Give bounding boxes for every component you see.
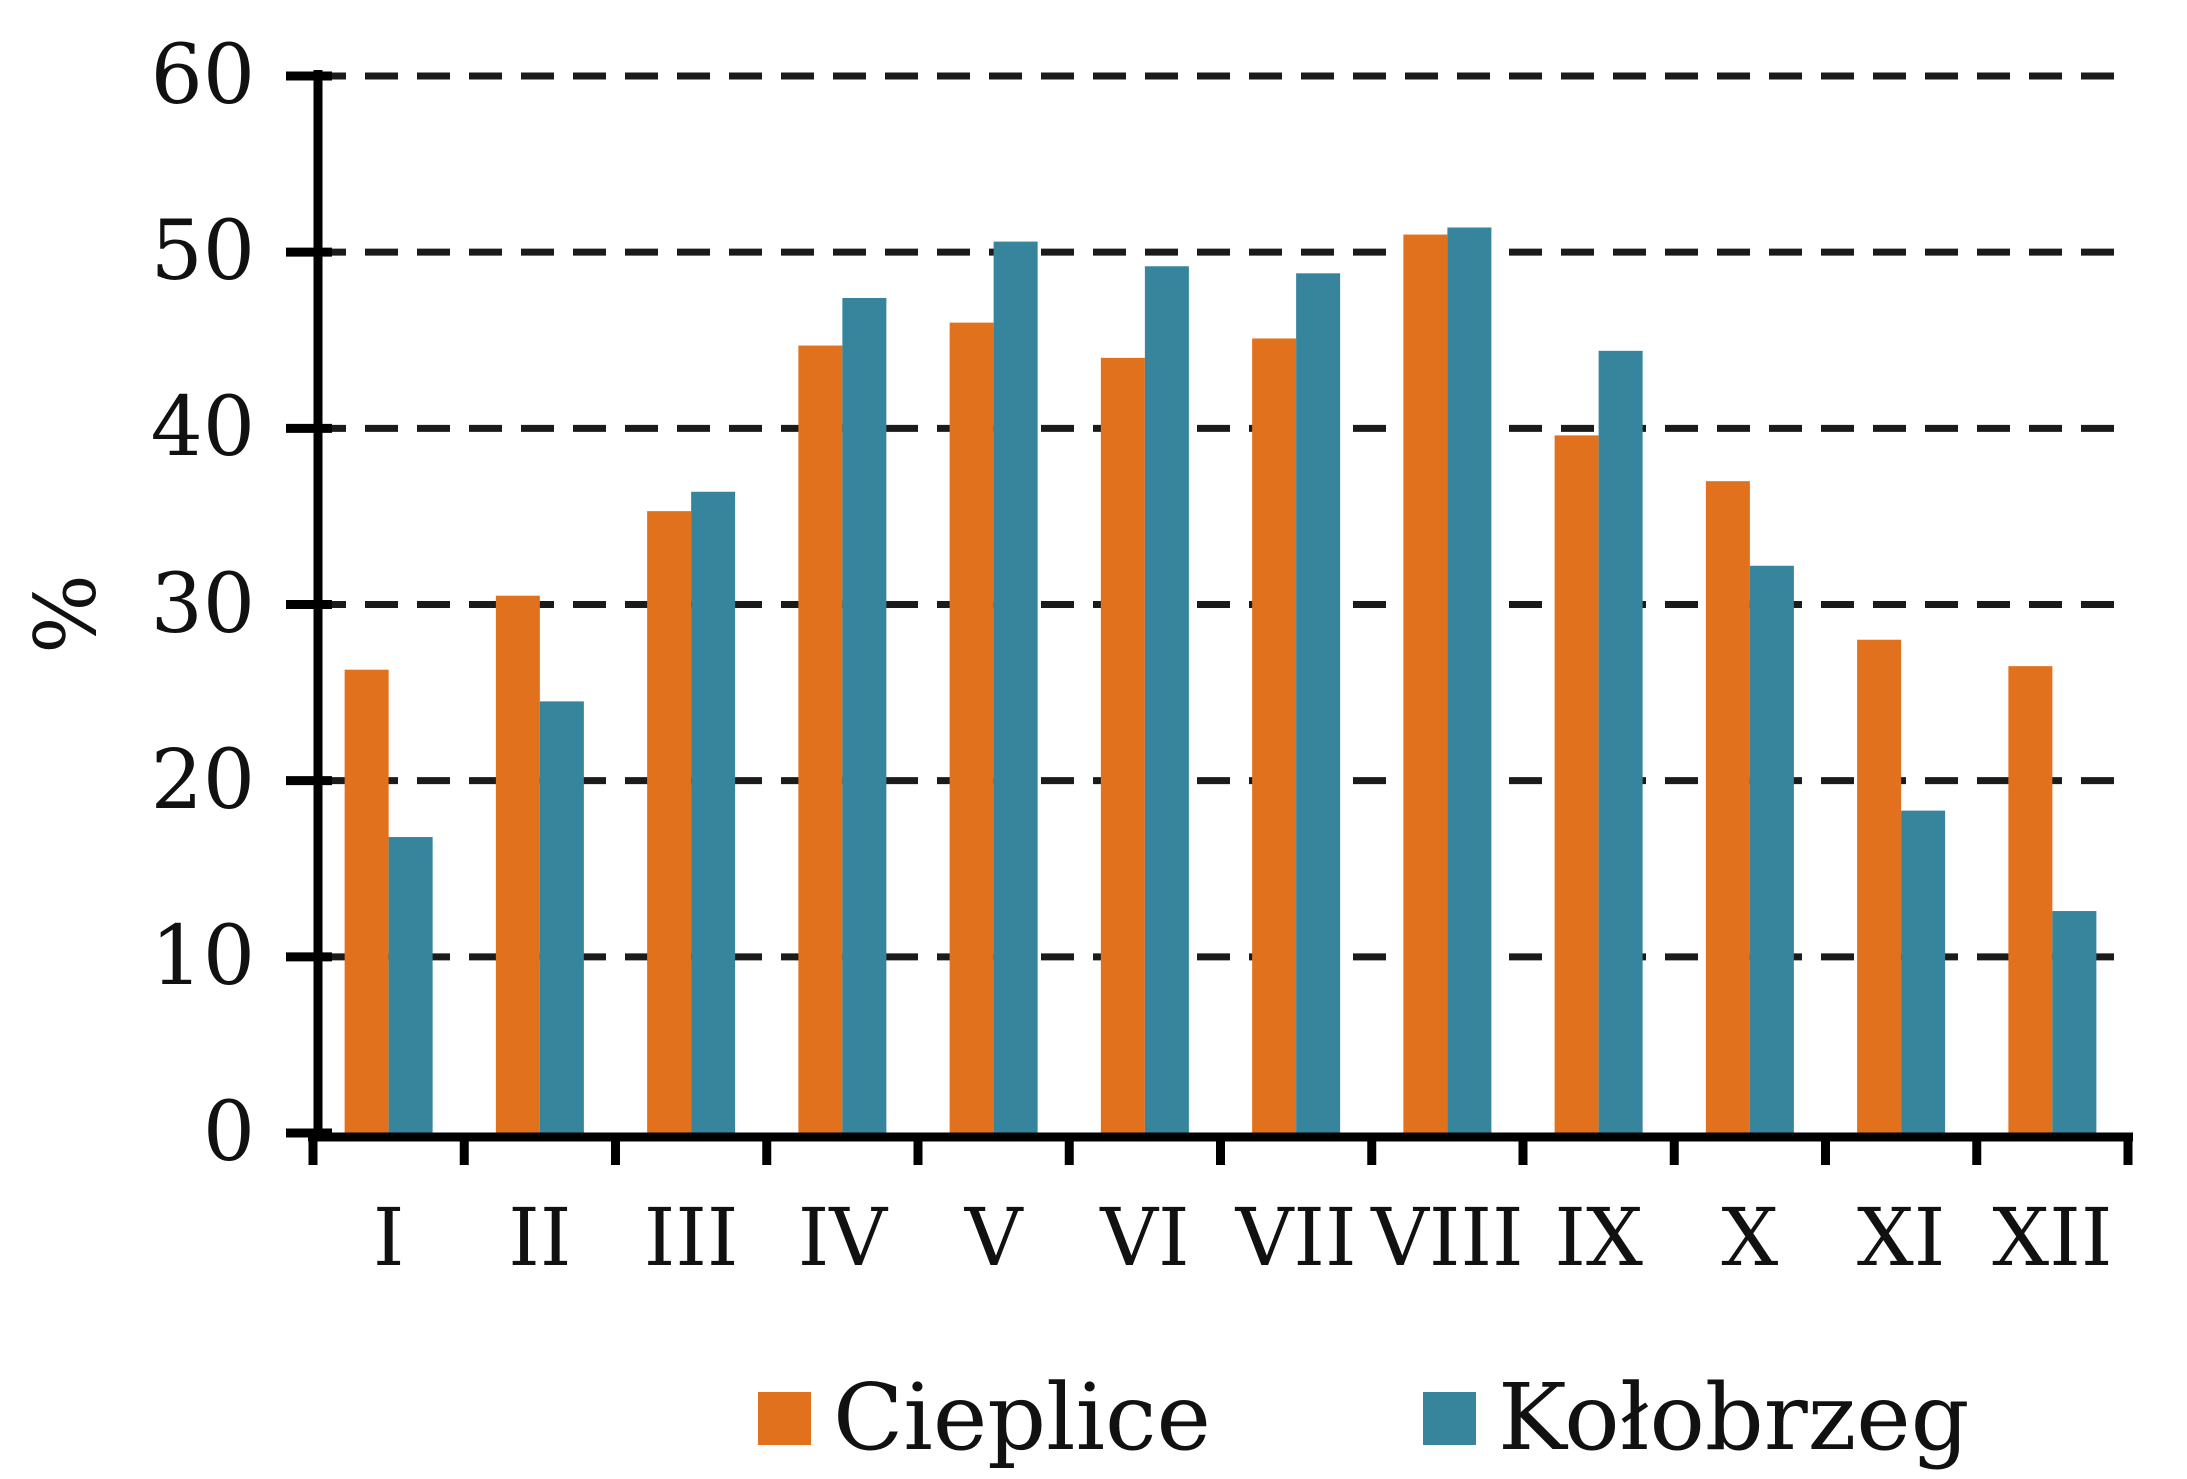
bar-Kołobrzeg-XI bbox=[1901, 810, 1946, 1133]
bar-Kołobrzeg-IV bbox=[842, 297, 887, 1134]
bar-Cieplice-IV bbox=[798, 345, 843, 1133]
x-tick-label-IV: IV bbox=[797, 1191, 888, 1284]
bar-Kołobrzeg-I bbox=[388, 837, 433, 1133]
bar-Cieplice-XII bbox=[2008, 666, 2053, 1133]
bar-Kołobrzeg-III bbox=[691, 491, 736, 1134]
y-tick-label-40: 40 bbox=[150, 380, 255, 476]
bar-Kołobrzeg-VII bbox=[1296, 273, 1341, 1134]
bar-Kołobrzeg-VIII bbox=[1447, 227, 1492, 1134]
x-tick-label-I: I bbox=[372, 1191, 405, 1284]
x-tick-label-V: V bbox=[964, 1191, 1023, 1284]
legend-swatch-cieplice bbox=[758, 1391, 811, 1445]
x-tick-label-XI: XI bbox=[1856, 1191, 1946, 1284]
y-tick-label-20: 20 bbox=[150, 732, 255, 828]
bar-Cieplice-II bbox=[495, 595, 540, 1133]
bar-Kołobrzeg-V bbox=[993, 241, 1038, 1133]
bar-Kołobrzeg-XII bbox=[2052, 911, 2097, 1133]
x-tick-label-VII: VII bbox=[1235, 1191, 1357, 1284]
x-tick-label-II: II bbox=[508, 1191, 572, 1284]
bar-Kołobrzeg-VI bbox=[1144, 266, 1189, 1133]
y-tick-label-0: 0 bbox=[202, 1085, 255, 1180]
x-tick-label-VIII: VIII bbox=[1371, 1191, 1524, 1284]
bar-Cieplice-VIII bbox=[1403, 234, 1448, 1134]
y-tick-label-60: 60 bbox=[150, 28, 255, 123]
legend-item-cieplice: Cieplice bbox=[758, 1366, 1211, 1470]
bar-Cieplice-VI bbox=[1100, 357, 1145, 1133]
x-tick-label-X: X bbox=[1721, 1191, 1779, 1284]
legend-swatch-kolobrzeg bbox=[1422, 1391, 1476, 1445]
bar-Cieplice-XI bbox=[1857, 639, 1902, 1133]
y-axis-title: % bbox=[17, 574, 115, 654]
bar-Cieplice-III bbox=[647, 511, 692, 1133]
legend: Cieplice Kołobrzeg bbox=[758, 1366, 1970, 1470]
legend-item-kolobrzeg: Kołobrzeg bbox=[1422, 1364, 1970, 1471]
bar-Cieplice-V bbox=[949, 322, 994, 1134]
bar-Kołobrzeg-II bbox=[539, 701, 584, 1133]
y-tick-label-30: 30 bbox=[150, 556, 255, 652]
bar-Kołobrzeg-IX bbox=[1598, 350, 1643, 1133]
bar-Cieplice-IX bbox=[1554, 435, 1599, 1133]
bar-Kołobrzeg-X bbox=[1749, 565, 1794, 1133]
x-tick-label-IX: IX bbox=[1554, 1191, 1643, 1284]
bar-Cieplice-X bbox=[1705, 481, 1750, 1133]
x-tick-label-III: III bbox=[643, 1191, 739, 1284]
legend-label-cieplice: Cieplice bbox=[833, 1364, 1211, 1471]
y-tick-label-50: 50 bbox=[150, 204, 255, 300]
x-tick-label-VI: VI bbox=[1100, 1191, 1190, 1284]
x-tick-label-XII: XII bbox=[1992, 1191, 2113, 1284]
bar-Cieplice-I bbox=[344, 669, 389, 1133]
y-tick-label-10: 10 bbox=[150, 908, 255, 1004]
bar-Cieplice-VII bbox=[1252, 338, 1297, 1133]
legend-label-kolobrzeg: Kołobrzeg bbox=[1497, 1364, 1970, 1471]
